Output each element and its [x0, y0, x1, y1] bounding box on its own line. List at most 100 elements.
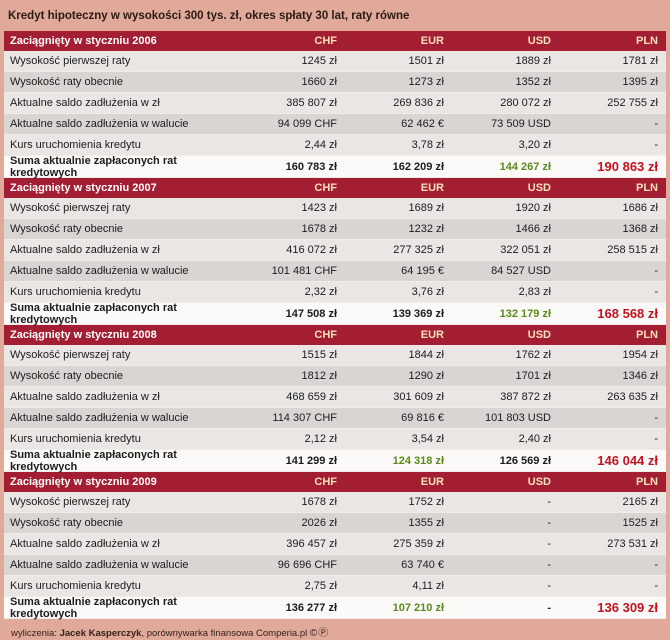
cell-value: 2165 zł	[622, 496, 658, 508]
cell-value: 387 872 zł	[500, 391, 551, 403]
cell-value: 3,54 zł	[411, 433, 444, 445]
cell-value: 396 457 zł	[286, 538, 337, 550]
table-row: Kurs uruchomienia kredytu 2,44 zł 3,78 zł 3…	[4, 135, 666, 156]
summary-value: 141 299 zł	[285, 454, 337, 467]
cell-value: -	[547, 580, 551, 592]
cell-value: 1920 zł	[515, 202, 551, 214]
cell-value: 1423 zł	[301, 202, 337, 214]
row-label: Kurs uruchomienia kredytu	[10, 286, 141, 298]
cell-value: 280 072 zł	[500, 97, 551, 109]
cell-value: 269 836 zł	[393, 97, 444, 109]
column-header-pln: PLN	[636, 35, 658, 47]
row-label: Aktualne saldo zadłużenia w zł	[10, 538, 160, 550]
cell-value: 73 509 USD	[491, 118, 551, 130]
table-row: Wysokość pierwszej raty 1515 zł 1844 zł 176…	[4, 345, 666, 366]
table-row: Aktualne saldo zadłużenia w walucie 101 4…	[4, 261, 666, 282]
cell-value: 2,32 zł	[304, 286, 337, 298]
row-label: Wysokość pierwszej raty	[10, 349, 131, 361]
cell-value: 468 659 zł	[286, 391, 337, 403]
summary-label: Suma aktualnie zapłaconych rat kredytowy…	[10, 301, 177, 326]
row-label: Wysokość pierwszej raty	[10, 496, 131, 508]
table-row: Aktualne saldo zadłużenia w walucie 114 3…	[4, 408, 666, 429]
table-row: Aktualne saldo zadłużenia w zł 468 659 zł…	[4, 387, 666, 408]
cell-value: 101 803 USD	[484, 412, 551, 424]
cell-value: -	[654, 118, 658, 130]
table-row: Wysokość pierwszej raty 1423 zł 1689 zł 192…	[4, 198, 666, 219]
summary-value: 136 309 zł	[597, 600, 658, 615]
summary-row: Suma aktualnie zapłaconych rat kredytowy…	[4, 301, 666, 326]
cell-value: 252 755 zł	[607, 97, 658, 109]
column-header-chf: CHF	[314, 35, 337, 47]
summary-value: 139 369 zł	[392, 307, 444, 320]
cell-value: 275 359 zł	[393, 538, 444, 550]
cell-value: 1368 zł	[622, 223, 658, 235]
summary-value: 136 277 zł	[285, 601, 337, 614]
cell-value: 1686 zł	[622, 202, 658, 214]
cell-value: 1781 zł	[622, 55, 658, 67]
cell-value: -	[654, 580, 658, 592]
summary-label: Suma aktualnie zapłaconych rat kredytowy…	[10, 595, 177, 620]
summary-value: 147 508 zł	[285, 307, 337, 320]
cell-value: 1678 zł	[301, 223, 337, 235]
table-row: Wysokość raty obecnie 2026 zł 1355 zł - 1525…	[4, 513, 666, 534]
cell-value: 4,11 zł	[412, 580, 444, 592]
mortgage-table: Zaciągnięty w styczniu 2006 CHF EUR USD PLN W…	[4, 31, 666, 620]
cell-value: 63 740 €	[401, 559, 444, 571]
column-header-eur: EUR	[420, 35, 444, 47]
cell-value: 1245 zł	[301, 55, 337, 67]
cell-value: 301 609 zł	[393, 391, 444, 403]
summary-value: 190 863 zł	[597, 159, 658, 174]
cell-value: 258 515 zł	[607, 244, 658, 256]
cell-value: 277 325 zł	[393, 244, 444, 256]
summary-row: Suma aktualnie zapłaconych rat kredytowy…	[4, 595, 666, 620]
cell-value: 101 481 CHF	[271, 265, 337, 277]
table-row: Aktualne saldo zadłużenia w zł 396 457 zł…	[4, 534, 666, 555]
section-header: Zaciągnięty w styczniu 2007 CHF EUR USD PLN	[4, 178, 666, 198]
cell-value: 1678 zł	[301, 496, 337, 508]
cell-value: 1290 zł	[408, 370, 444, 382]
cell-value: 2,12 zł	[304, 433, 337, 445]
cell-value: 1232 zł	[408, 223, 444, 235]
cell-value: 1395 zł	[622, 76, 658, 88]
cell-value: 1689 zł	[408, 202, 444, 214]
cell-value: 2,83 zł	[518, 286, 551, 298]
cell-value: -	[654, 265, 658, 277]
cell-value: 1346 zł	[622, 370, 658, 382]
table-row: Wysokość raty obecnie 1678 zł 1232 zł 1466 …	[4, 219, 666, 240]
summary-value: 162 209 zł	[392, 160, 444, 173]
table-row: Aktualne saldo zadłużenia w zł 385 807 zł…	[4, 93, 666, 114]
cell-value: 1525 zł	[622, 517, 658, 529]
summary-value: 124 318 zł	[392, 454, 444, 467]
table-row: Kurs uruchomienia kredytu 2,12 zł 3,54 zł 2…	[4, 429, 666, 450]
row-label: Wysokość pierwszej raty	[10, 55, 131, 67]
section-title: Zaciągnięty w styczniu 2008	[10, 329, 157, 341]
cell-value: 2,40 zł	[518, 433, 551, 445]
cell-value: 3,78 zł	[411, 139, 444, 151]
cell-value: -	[654, 412, 658, 424]
cell-value: -	[654, 139, 658, 151]
cell-value: 96 696 CHF	[277, 559, 337, 571]
cell-value: -	[547, 559, 551, 571]
cell-value: 2,75 zł	[304, 580, 337, 592]
column-header-usd: USD	[527, 329, 551, 341]
row-label: Kurs uruchomienia kredytu	[10, 433, 141, 445]
table-row: Aktualne saldo zadłużenia w zł 416 072 zł…	[4, 240, 666, 261]
table-row: Wysokość raty obecnie 1812 zł 1290 zł 1701 …	[4, 366, 666, 387]
cell-value: -	[654, 433, 658, 445]
column-header-chf: CHF	[314, 476, 337, 488]
summary-value: 146 044 zł	[597, 453, 658, 468]
cell-value: 3,20 zł	[518, 139, 551, 151]
column-header-chf: CHF	[314, 329, 337, 341]
cell-value: 322 051 zł	[500, 244, 551, 256]
cell-value: 1812 zł	[301, 370, 337, 382]
table-row: Wysokość pierwszej raty 1245 zł 1501 zł 188…	[4, 51, 666, 72]
cell-value: 1355 zł	[408, 517, 444, 529]
row-label: Aktualne saldo zadłużenia w walucie	[10, 559, 189, 571]
summary-row: Suma aktualnie zapłaconych rat kredytowy…	[4, 449, 666, 473]
cell-value: 2,44 zł	[304, 139, 337, 151]
cell-value: 385 807 zł	[286, 97, 337, 109]
footer: wyliczenia: Jacek Kasperczyk, porównywar…	[4, 619, 666, 639]
row-label: Wysokość raty obecnie	[10, 223, 124, 235]
cell-value: 1752 zł	[408, 496, 444, 508]
cell-value: 2026 zł	[301, 517, 337, 529]
